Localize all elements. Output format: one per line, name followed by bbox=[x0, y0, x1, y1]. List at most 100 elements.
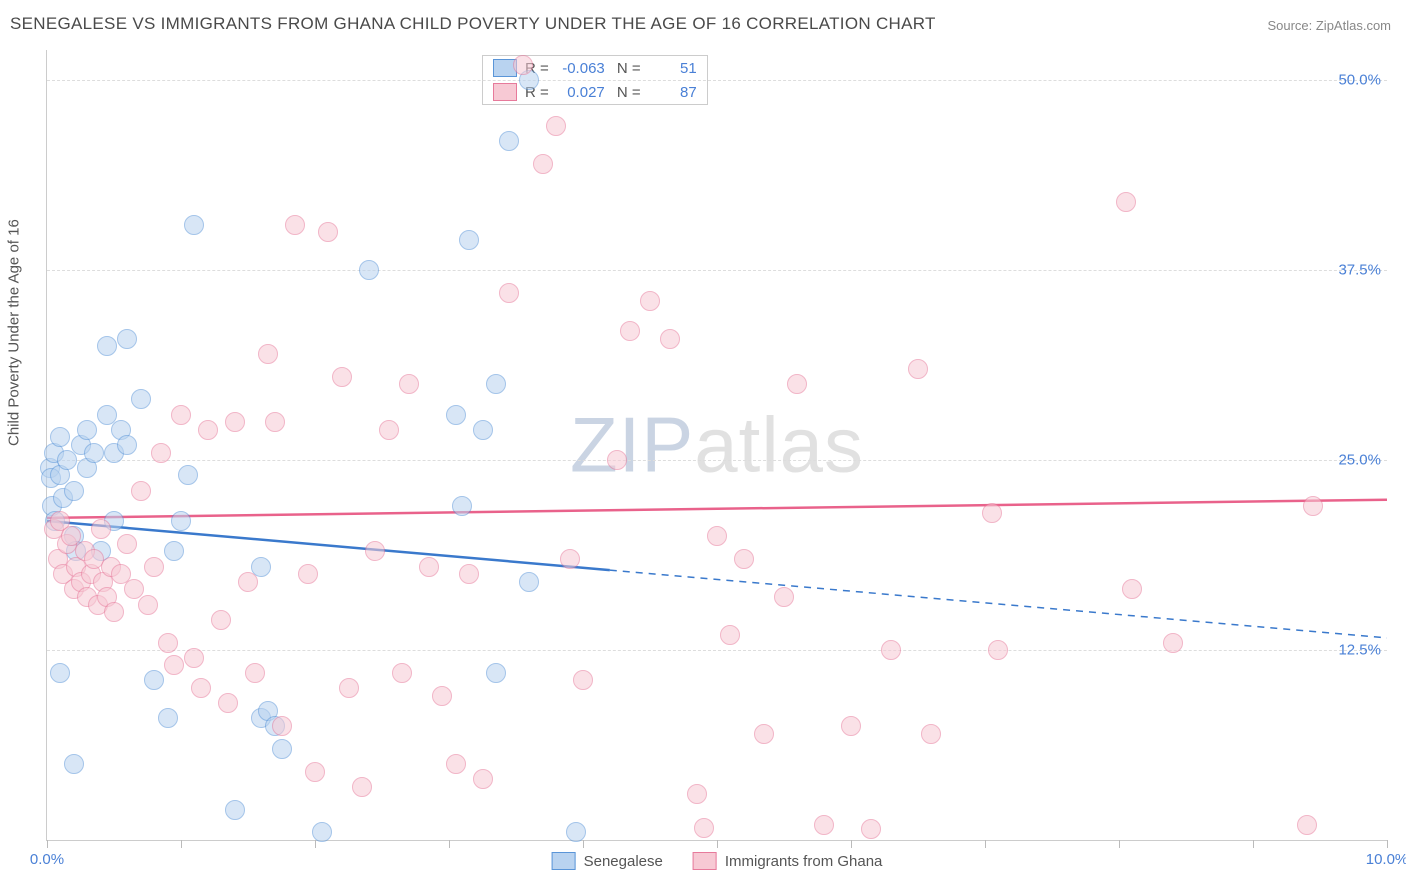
point-ghana bbox=[499, 283, 519, 303]
point-senegalese bbox=[312, 822, 332, 842]
trend-line bbox=[47, 500, 1387, 518]
point-ghana bbox=[171, 405, 191, 425]
point-ghana bbox=[660, 329, 680, 349]
point-ghana bbox=[774, 587, 794, 607]
r-value-ghana: 0.027 bbox=[557, 84, 605, 101]
point-ghana bbox=[379, 420, 399, 440]
y-axis-label: Child Poverty Under the Age of 16 bbox=[6, 219, 23, 446]
point-ghana bbox=[339, 678, 359, 698]
trend-lines-svg bbox=[47, 50, 1387, 840]
point-ghana bbox=[332, 367, 352, 387]
point-ghana bbox=[707, 526, 727, 546]
point-senegalese bbox=[144, 670, 164, 690]
x-tick bbox=[717, 840, 718, 848]
point-senegalese bbox=[452, 496, 472, 516]
point-senegalese bbox=[486, 374, 506, 394]
n-value-senegalese: 51 bbox=[649, 60, 697, 77]
legend-item-ghana: Immigrants from Ghana bbox=[693, 852, 883, 870]
legend-item-senegalese: Senegalese bbox=[552, 852, 663, 870]
point-senegalese bbox=[171, 511, 191, 531]
point-ghana bbox=[687, 784, 707, 804]
swatch-senegalese bbox=[552, 852, 576, 870]
point-ghana bbox=[861, 819, 881, 839]
point-ghana bbox=[191, 678, 211, 698]
point-senegalese bbox=[84, 443, 104, 463]
legend-label-ghana: Immigrants from Ghana bbox=[725, 853, 883, 870]
point-ghana bbox=[1163, 633, 1183, 653]
point-ghana bbox=[640, 291, 660, 311]
point-ghana bbox=[392, 663, 412, 683]
x-tick bbox=[1253, 840, 1254, 848]
point-ghana bbox=[258, 344, 278, 364]
point-ghana bbox=[1122, 579, 1142, 599]
point-ghana bbox=[982, 503, 1002, 523]
point-senegalese bbox=[566, 822, 586, 842]
x-tick bbox=[315, 840, 316, 848]
point-ghana bbox=[91, 519, 111, 539]
x-tick-label: 10.0% bbox=[1366, 851, 1406, 868]
point-senegalese bbox=[117, 435, 137, 455]
x-tick bbox=[181, 840, 182, 848]
chart-container: SENEGALESE VS IMMIGRANTS FROM GHANA CHIL… bbox=[0, 0, 1406, 892]
chart-title: SENEGALESE VS IMMIGRANTS FROM GHANA CHIL… bbox=[10, 14, 936, 34]
point-ghana bbox=[988, 640, 1008, 660]
series-legend: Senegalese Immigrants from Ghana bbox=[552, 852, 883, 870]
point-ghana bbox=[734, 549, 754, 569]
point-ghana bbox=[365, 541, 385, 561]
x-tick bbox=[583, 840, 584, 848]
point-ghana bbox=[238, 572, 258, 592]
point-ghana bbox=[265, 412, 285, 432]
point-ghana bbox=[473, 769, 493, 789]
point-ghana bbox=[841, 716, 861, 736]
point-ghana bbox=[298, 564, 318, 584]
point-ghana bbox=[459, 564, 479, 584]
point-ghana bbox=[138, 595, 158, 615]
point-senegalese bbox=[158, 708, 178, 728]
point-ghana bbox=[533, 154, 553, 174]
point-ghana bbox=[787, 374, 807, 394]
point-senegalese bbox=[225, 800, 245, 820]
point-ghana bbox=[881, 640, 901, 660]
n-label: N = bbox=[613, 84, 641, 101]
y-tick-label: 50.0% bbox=[1338, 72, 1381, 89]
x-tick-label: 0.0% bbox=[30, 851, 64, 868]
point-ghana bbox=[399, 374, 419, 394]
point-senegalese bbox=[499, 131, 519, 151]
point-senegalese bbox=[164, 541, 184, 561]
point-senegalese bbox=[50, 663, 70, 683]
gridline bbox=[47, 460, 1387, 461]
legend-label-senegalese: Senegalese bbox=[584, 853, 663, 870]
point-senegalese bbox=[359, 260, 379, 280]
point-ghana bbox=[117, 534, 137, 554]
point-ghana bbox=[164, 655, 184, 675]
point-ghana bbox=[151, 443, 171, 463]
point-ghana bbox=[546, 116, 566, 136]
point-senegalese bbox=[50, 427, 70, 447]
source-label: Source: ZipAtlas.com bbox=[1267, 18, 1391, 33]
point-ghana bbox=[921, 724, 941, 744]
point-ghana bbox=[158, 633, 178, 653]
point-senegalese bbox=[97, 336, 117, 356]
point-ghana bbox=[218, 693, 238, 713]
n-value-ghana: 87 bbox=[649, 84, 697, 101]
point-ghana bbox=[285, 215, 305, 235]
point-ghana bbox=[908, 359, 928, 379]
point-ghana bbox=[104, 602, 124, 622]
point-senegalese bbox=[459, 230, 479, 250]
point-senegalese bbox=[64, 754, 84, 774]
point-ghana bbox=[318, 222, 338, 242]
r-value-senegalese: -0.063 bbox=[557, 60, 605, 77]
point-ghana bbox=[184, 648, 204, 668]
point-senegalese bbox=[178, 465, 198, 485]
x-tick bbox=[1119, 840, 1120, 848]
point-senegalese bbox=[473, 420, 493, 440]
plot-area: ZIPatlas R = -0.063 N = 51 R = 0.027 N =… bbox=[46, 50, 1387, 841]
point-ghana bbox=[211, 610, 231, 630]
n-label: N = bbox=[613, 60, 641, 77]
point-senegalese bbox=[446, 405, 466, 425]
point-ghana bbox=[814, 815, 834, 835]
point-ghana bbox=[432, 686, 452, 706]
point-senegalese bbox=[519, 572, 539, 592]
point-senegalese bbox=[64, 481, 84, 501]
gridline bbox=[47, 650, 1387, 651]
